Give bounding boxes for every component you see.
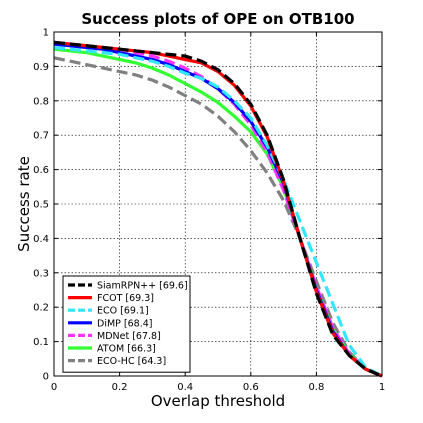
y-tick-label: 0: [43, 372, 49, 383]
legend-label: MDNet [67.8]: [97, 331, 161, 342]
y-tick-label: 0.4: [33, 234, 49, 245]
x-tick-label: 1: [379, 382, 385, 393]
series-line-6: [53, 56, 383, 378]
y-tick-label: 0.3: [33, 268, 49, 279]
x-tick-label: 0.4: [177, 382, 193, 393]
x-tick-label: 0: [51, 382, 57, 393]
y-tick-label: 1: [43, 28, 49, 39]
y-tick-label: 0.8: [33, 96, 49, 107]
x-tick-label: 0.6: [243, 382, 259, 393]
series-layer: [53, 40, 383, 378]
legend: SiamRPN++ [69.6]FCOT [69.3] ECO [69.1]DiM…: [62, 275, 191, 373]
x-tick-label: 0.8: [308, 382, 324, 393]
y-tick-label: 0.7: [33, 131, 49, 142]
legend-label: ATOM [66.3]: [97, 344, 156, 355]
y-tick-label: 0.6: [33, 165, 49, 176]
y-axis-label: Success rate: [15, 156, 33, 252]
axis-ticks: 0 0.2 0.4 0.6 0.8 1 0 0.1 0.2 0.3 0.4 0.5 0.6 0.7 0.8 0…: [33, 28, 385, 394]
y-tick-label: 0.1: [33, 337, 49, 348]
series-line-2: [53, 45, 383, 378]
legend-label: SiamRPN++ [69.6]: [97, 281, 188, 292]
y-tick-label: 0.9: [33, 62, 49, 73]
y-tick-label: 0.5: [33, 200, 49, 211]
y-tick-label: 0.2: [33, 303, 49, 314]
legend-label: FCOT [69.3]: [97, 293, 154, 304]
x-axis-label: Overlap threshold: [151, 392, 285, 410]
legend-label: ECO-HC [64.3]: [97, 356, 166, 367]
x-tick-label: 0.2: [112, 382, 128, 393]
chart-title: Success plots of OPE on OTB100: [81, 10, 354, 28]
series-line-0: [53, 40, 383, 378]
legend-label: ECO [69.1]: [97, 306, 149, 317]
legend-label: DiMP [68.4]: [97, 318, 152, 329]
